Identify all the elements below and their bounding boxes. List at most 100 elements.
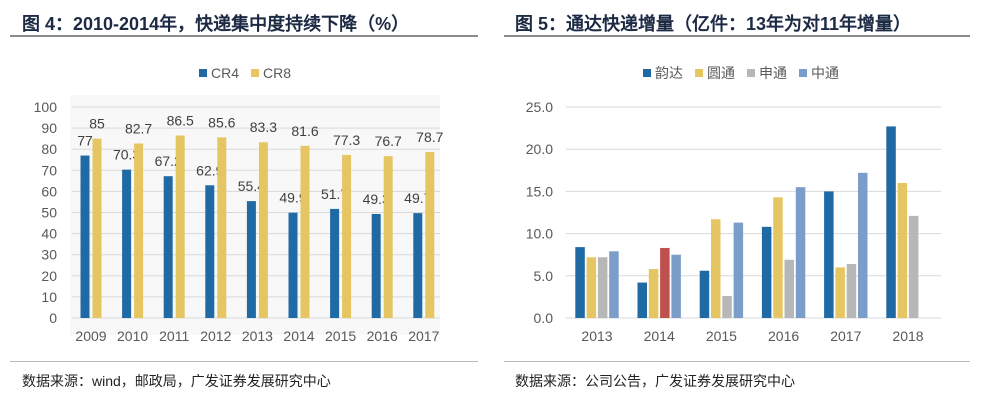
x-tick-label: 2012: [200, 328, 231, 344]
bar-CR8-2009: [92, 138, 102, 318]
data-label: 83.3: [250, 119, 277, 135]
data-label: 62.9: [196, 162, 223, 178]
bar-CR8-2016: [383, 156, 393, 318]
legend-label: 申通: [759, 65, 787, 81]
y-tick-label: 60: [41, 183, 57, 199]
data-label: 77.3: [333, 132, 360, 148]
x-tick-label: 2017: [830, 328, 861, 344]
bar-CR4-2012: [205, 185, 215, 318]
bar-CR4-2015: [330, 208, 340, 318]
x-tick-label: 2014: [283, 328, 314, 344]
data-label: 82.7: [125, 121, 152, 137]
y-tick-label: 0: [49, 310, 57, 326]
right-chart-title: 图 5：通达快递增量（亿件：13年为对11年增量）: [515, 14, 912, 34]
bar-中通-2014: [671, 254, 681, 318]
y-tick-label: 100: [34, 99, 58, 115]
data-label: 86.5: [167, 112, 194, 128]
y-tick-label: 0.0: [534, 310, 554, 326]
data-label: 78.7: [416, 129, 443, 145]
x-tick-label: 2010: [117, 328, 148, 344]
bar-中通-2016: [795, 187, 806, 318]
y-tick-label: 90: [41, 120, 57, 136]
bar-CR8-2014: [300, 145, 310, 318]
bar-韵达-2016: [761, 226, 772, 318]
bar-CR8-2010: [134, 143, 144, 318]
x-tick-label: 2016: [768, 328, 799, 344]
bar-CR4-2016: [371, 213, 381, 318]
right-title-rule: [504, 35, 970, 37]
x-tick-label: 2009: [75, 328, 106, 344]
y-tick-label: 5.0: [534, 268, 554, 284]
bar-CR8-2012: [217, 137, 227, 318]
data-label: 49.9: [279, 190, 306, 206]
bar-中通-2015: [733, 222, 744, 318]
data-label: 51.7: [321, 186, 348, 202]
y-tick-label: 70: [41, 162, 57, 178]
left-chart-title: 图 4：2010-2014年，快递集中度持续下降（%）: [22, 14, 410, 34]
bar-CR4-2009: [80, 155, 90, 318]
bar-申通-2013: [597, 257, 608, 318]
legend-label: 韵达: [655, 65, 683, 81]
data-label: 85: [89, 116, 105, 132]
bar-CR4-2011: [163, 176, 173, 318]
x-tick-label: 2013: [242, 328, 273, 344]
legend-label: 中通: [811, 65, 839, 81]
bar-韵达-2013: [575, 247, 585, 318]
bar-CR8-2013: [258, 142, 268, 318]
x-tick-label: 2015: [325, 328, 356, 344]
right-footer-source: 数据来源：公司公告，广发证券发展研究中心: [515, 373, 795, 389]
left-panel: 图 4：2010-2014年，快递集中度持续下降（%） 0 10 20 30 40 50 6…: [0, 0, 500, 404]
bar-圆通-2014: [648, 269, 659, 318]
y-tick-label: 80: [41, 141, 57, 157]
legend-swatch-韵达: [643, 69, 651, 77]
legend-swatch-申通: [747, 69, 755, 77]
y-tick-label: 40: [41, 226, 57, 242]
data-label: 77: [77, 133, 93, 149]
left-footer-source: 数据来源：wind，邮政局，广发证券发展研究中心: [22, 373, 331, 389]
data-label: 49.7: [404, 190, 431, 206]
bar-CR4-2013: [246, 201, 256, 318]
bar-CR4-2017: [413, 213, 423, 318]
y-tick-label: 10: [41, 289, 57, 305]
right-footer-rule: [504, 361, 970, 362]
bar-圆通-2013: [586, 257, 597, 318]
legend-swatch-CR8: [251, 69, 260, 77]
data-label: 67.2: [155, 153, 182, 169]
legend-label: 圆通: [707, 65, 735, 81]
data-label: 76.7: [375, 133, 402, 149]
x-tick-label: 2015: [706, 328, 737, 344]
bar-韵达-2018: [886, 126, 896, 318]
bar-CR8-2017: [425, 151, 435, 318]
y-tick-label: 25.0: [526, 99, 553, 115]
bar-韵达-2014: [637, 282, 647, 318]
y-tick-label: 50: [41, 205, 57, 221]
y-tick-label: 30: [41, 247, 57, 263]
y-tick-label: 15.0: [526, 183, 553, 199]
bar-申通-2014: [660, 247, 670, 318]
data-label: 81.6: [291, 123, 318, 139]
x-tick-label: 2011: [159, 328, 189, 344]
legend-label: CR4: [211, 65, 239, 81]
bar-韵达-2017: [824, 191, 834, 318]
bar-申通-2018: [908, 215, 919, 318]
x-tick-label: 2016: [367, 328, 398, 344]
legend-swatch-中通: [799, 69, 807, 77]
bar-CR8-2011: [175, 135, 185, 318]
bar-韵达-2015: [699, 270, 710, 318]
bar-CR4-2010: [122, 169, 132, 318]
x-tick-label: 2013: [581, 328, 612, 344]
x-tick-label: 2014: [644, 328, 675, 344]
bar-CR8-2015: [342, 154, 352, 318]
bar-中通-2013: [609, 251, 619, 318]
legend-label: CR8: [263, 65, 291, 81]
y-tick-label: 20: [41, 268, 57, 284]
x-tick-label: 2017: [408, 328, 439, 344]
legend-swatch-圆通: [695, 69, 703, 77]
data-label: 70.3: [113, 147, 140, 163]
x-tick-label: 2018: [892, 328, 923, 344]
left-title-rule: [10, 35, 478, 37]
data-label: 55.4: [238, 178, 265, 194]
bar-中通-2017: [858, 172, 868, 318]
right-chart: 0.0 5.0 10.0 15.0 20.0 25.0 2013 2014 2015 2016 20…: [526, 65, 941, 344]
